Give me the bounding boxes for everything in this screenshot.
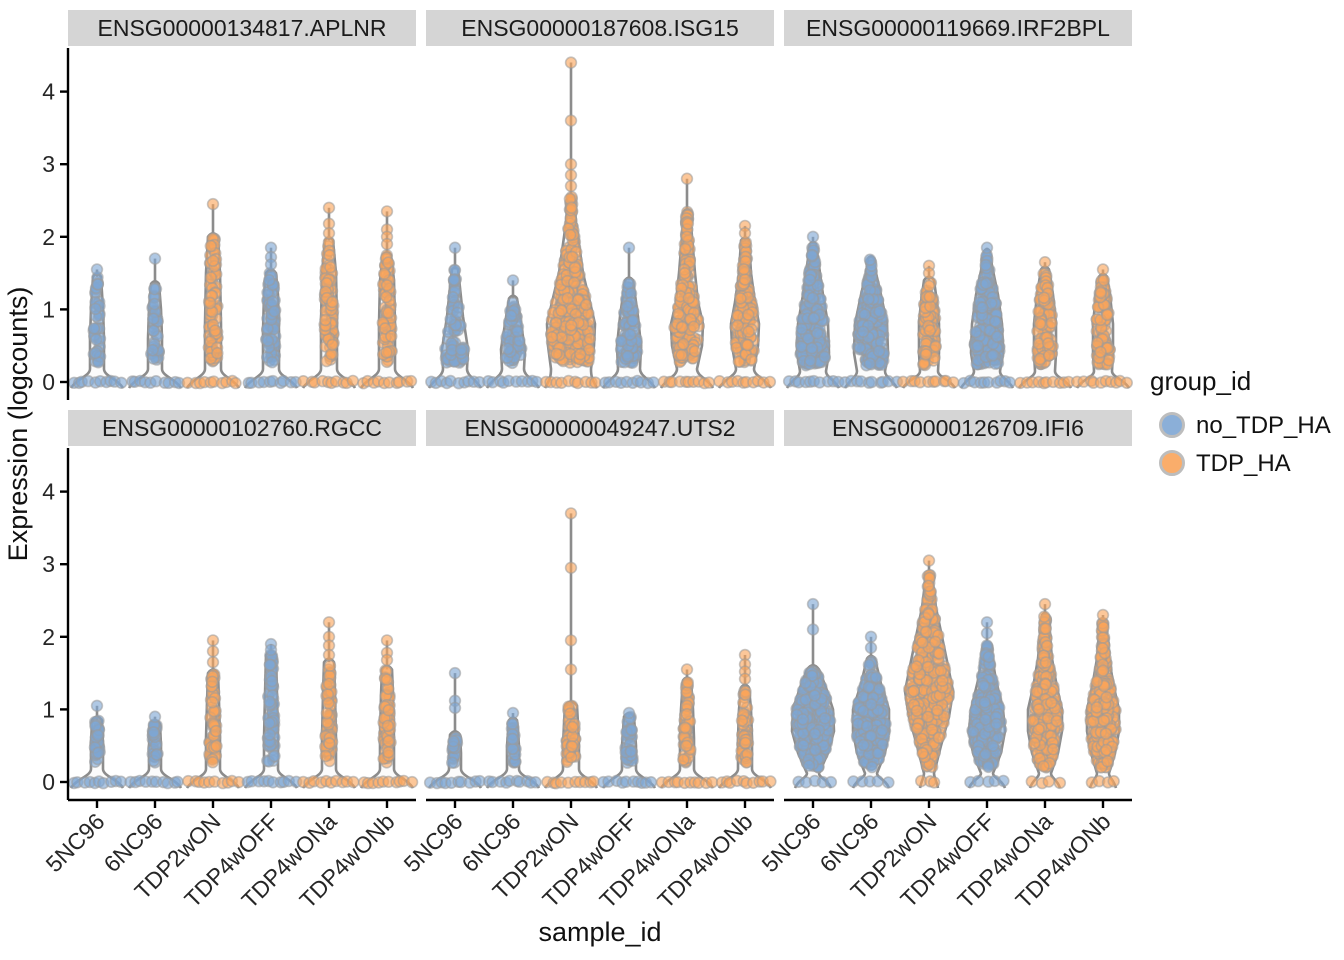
y-tick-label: 1: [42, 696, 55, 722]
x-tick-label: 5NC96: [41, 808, 110, 877]
violin-TDP2wON: [896, 259, 960, 389]
violin-TDP4wOFF: [598, 241, 660, 390]
y-tick-label: 3: [42, 551, 55, 577]
panel-background: [784, 448, 1132, 800]
violin-5NC96: [67, 699, 128, 790]
violin-TDP4wONa: [297, 616, 360, 789]
facet-strip: [426, 410, 774, 446]
violin-TDP2wON: [181, 197, 242, 390]
legend-item-tdp-ha: TDP_HA: [1159, 450, 1291, 477]
facet-strip-title: ENSG00000134817.APLNR: [98, 15, 387, 41]
facet-ENSG00000102760.RGCC: ENSG00000102760.RGCC: [67, 410, 419, 800]
legend-item-no-tdp-ha: no_TDP_HA: [1159, 412, 1331, 439]
facet-strip-title: ENSG00000049247.UTS2: [464, 415, 735, 441]
facet-ENSG00000126709.IFI6: ENSG00000126709.IFI6: [784, 410, 1132, 800]
violin-TDP4wONb: [357, 205, 418, 390]
panel-background: [426, 48, 774, 400]
y-axis-title: Expression (logcounts): [3, 287, 33, 562]
y-tick-label: 1: [42, 296, 55, 322]
violin-TDP4wOFF: [957, 241, 1016, 390]
violin-TDP4wONa: [1014, 256, 1075, 390]
violin-TDP4wOFF: [241, 637, 303, 789]
facet-strip: [68, 10, 416, 46]
violin-5NC96: [790, 597, 838, 789]
panel-background: [68, 48, 416, 400]
y-tick-label: 0: [42, 769, 55, 795]
facet-ENSG00000187608.ISG15: ENSG00000187608.ISG15: [425, 10, 777, 400]
violin-TDP4wOFF: [242, 241, 302, 390]
violin-TDP2wON: [903, 554, 955, 789]
legend-key-tdp-ha: [1159, 450, 1185, 476]
violin-TDP4wOFF: [964, 616, 1010, 789]
violin-TDP4wONb: [713, 219, 777, 389]
y-tick-label: 3: [42, 151, 55, 177]
violin-5NC96: [782, 230, 845, 389]
panel-background: [68, 448, 416, 800]
violin-TDP4wONb: [715, 648, 777, 790]
violin-TDP4wONa: [657, 172, 716, 390]
y-tick-label: 2: [42, 224, 55, 250]
legend-label-tdp-ha: TDP_HA: [1196, 450, 1291, 477]
y-tick-label: 4: [42, 79, 55, 105]
panel-background: [426, 448, 774, 800]
legend-label-no-tdp-ha: no_TDP_HA: [1196, 412, 1331, 439]
violin-6NC96: [847, 630, 895, 789]
violin-5NC96: [67, 263, 128, 390]
x-tick-label: 5NC96: [399, 808, 468, 877]
facet-strip-title: ENSG00000119669.IRF2BPL: [806, 15, 1110, 41]
violin-TDP4wONa: [297, 201, 360, 390]
violin-TDP4wONb: [1070, 263, 1134, 389]
violin-TDP4wONb: [357, 634, 419, 790]
violin-TDP4wONa: [1025, 597, 1067, 790]
legend: group_id no_TDP_HA TDP_HA: [1150, 366, 1331, 477]
violin-6NC96: [482, 706, 542, 789]
violin-5NC96: [423, 666, 486, 790]
violin-6NC96: [838, 253, 904, 389]
y-axis: 0 1 2 3 4: [42, 48, 70, 400]
facet-panels: ENSG00000134817.APLNR ENSG00000187608.ISG…: [67, 10, 1134, 800]
violin-TDP2wON: [539, 56, 602, 390]
y-tick-label: 2: [42, 624, 55, 650]
violin-5NC96: [425, 241, 486, 390]
y-tick-label: 0: [42, 369, 55, 395]
violin-6NC96: [126, 252, 186, 390]
legend-key-no-tdp-ha: [1159, 412, 1185, 438]
violin-TDP4wONb: [1084, 608, 1122, 789]
panel-background: [784, 48, 1132, 400]
x-axis-title: sample_id: [538, 917, 661, 947]
facet-strip: [68, 410, 416, 446]
facet-ENSG00000049247.UTS2: ENSG00000049247.UTS2: [423, 410, 777, 800]
violin-6NC96: [482, 274, 543, 389]
y-tick-label: 4: [42, 479, 55, 505]
x-axis: 5NC966NC96TDP2wONTDP4wOFFTDP4wONaTDP4wON…: [41, 798, 416, 913]
violin-TDP4wONa: [655, 663, 719, 790]
facet-strip: [784, 10, 1132, 46]
facet-ENSG00000119669.IRF2BPL: ENSG00000119669.IRF2BPL: [782, 10, 1134, 400]
x-axis: 5NC966NC96TDP2wONTDP4wOFFTDP4wONaTDP4wON…: [757, 798, 1132, 913]
violin-TDP2wON: [182, 634, 246, 790]
facet-strip-title: ENSG00000126709.IFI6: [832, 415, 1084, 441]
legend-title: group_id: [1150, 366, 1251, 396]
violin-6NC96: [124, 710, 184, 790]
violin-TDP2wON: [541, 507, 600, 790]
violin-TDP4wOFF: [597, 706, 658, 789]
x-axis: 5NC966NC96TDP2wONTDP4wOFFTDP4wONaTDP4wON…: [399, 798, 774, 913]
facet-strip: [426, 10, 774, 46]
y-axis: 0 1 2 3 4: [42, 448, 70, 800]
facet-strip-title: ENSG00000187608.ISG15: [461, 15, 738, 41]
facet-strip: [784, 410, 1132, 446]
x-tick-label: 5NC96: [757, 808, 826, 877]
facet-ENSG00000134817.APLNR: ENSG00000134817.APLNR: [67, 10, 418, 400]
facet-strip-title: ENSG00000102760.RGCC: [102, 415, 382, 441]
